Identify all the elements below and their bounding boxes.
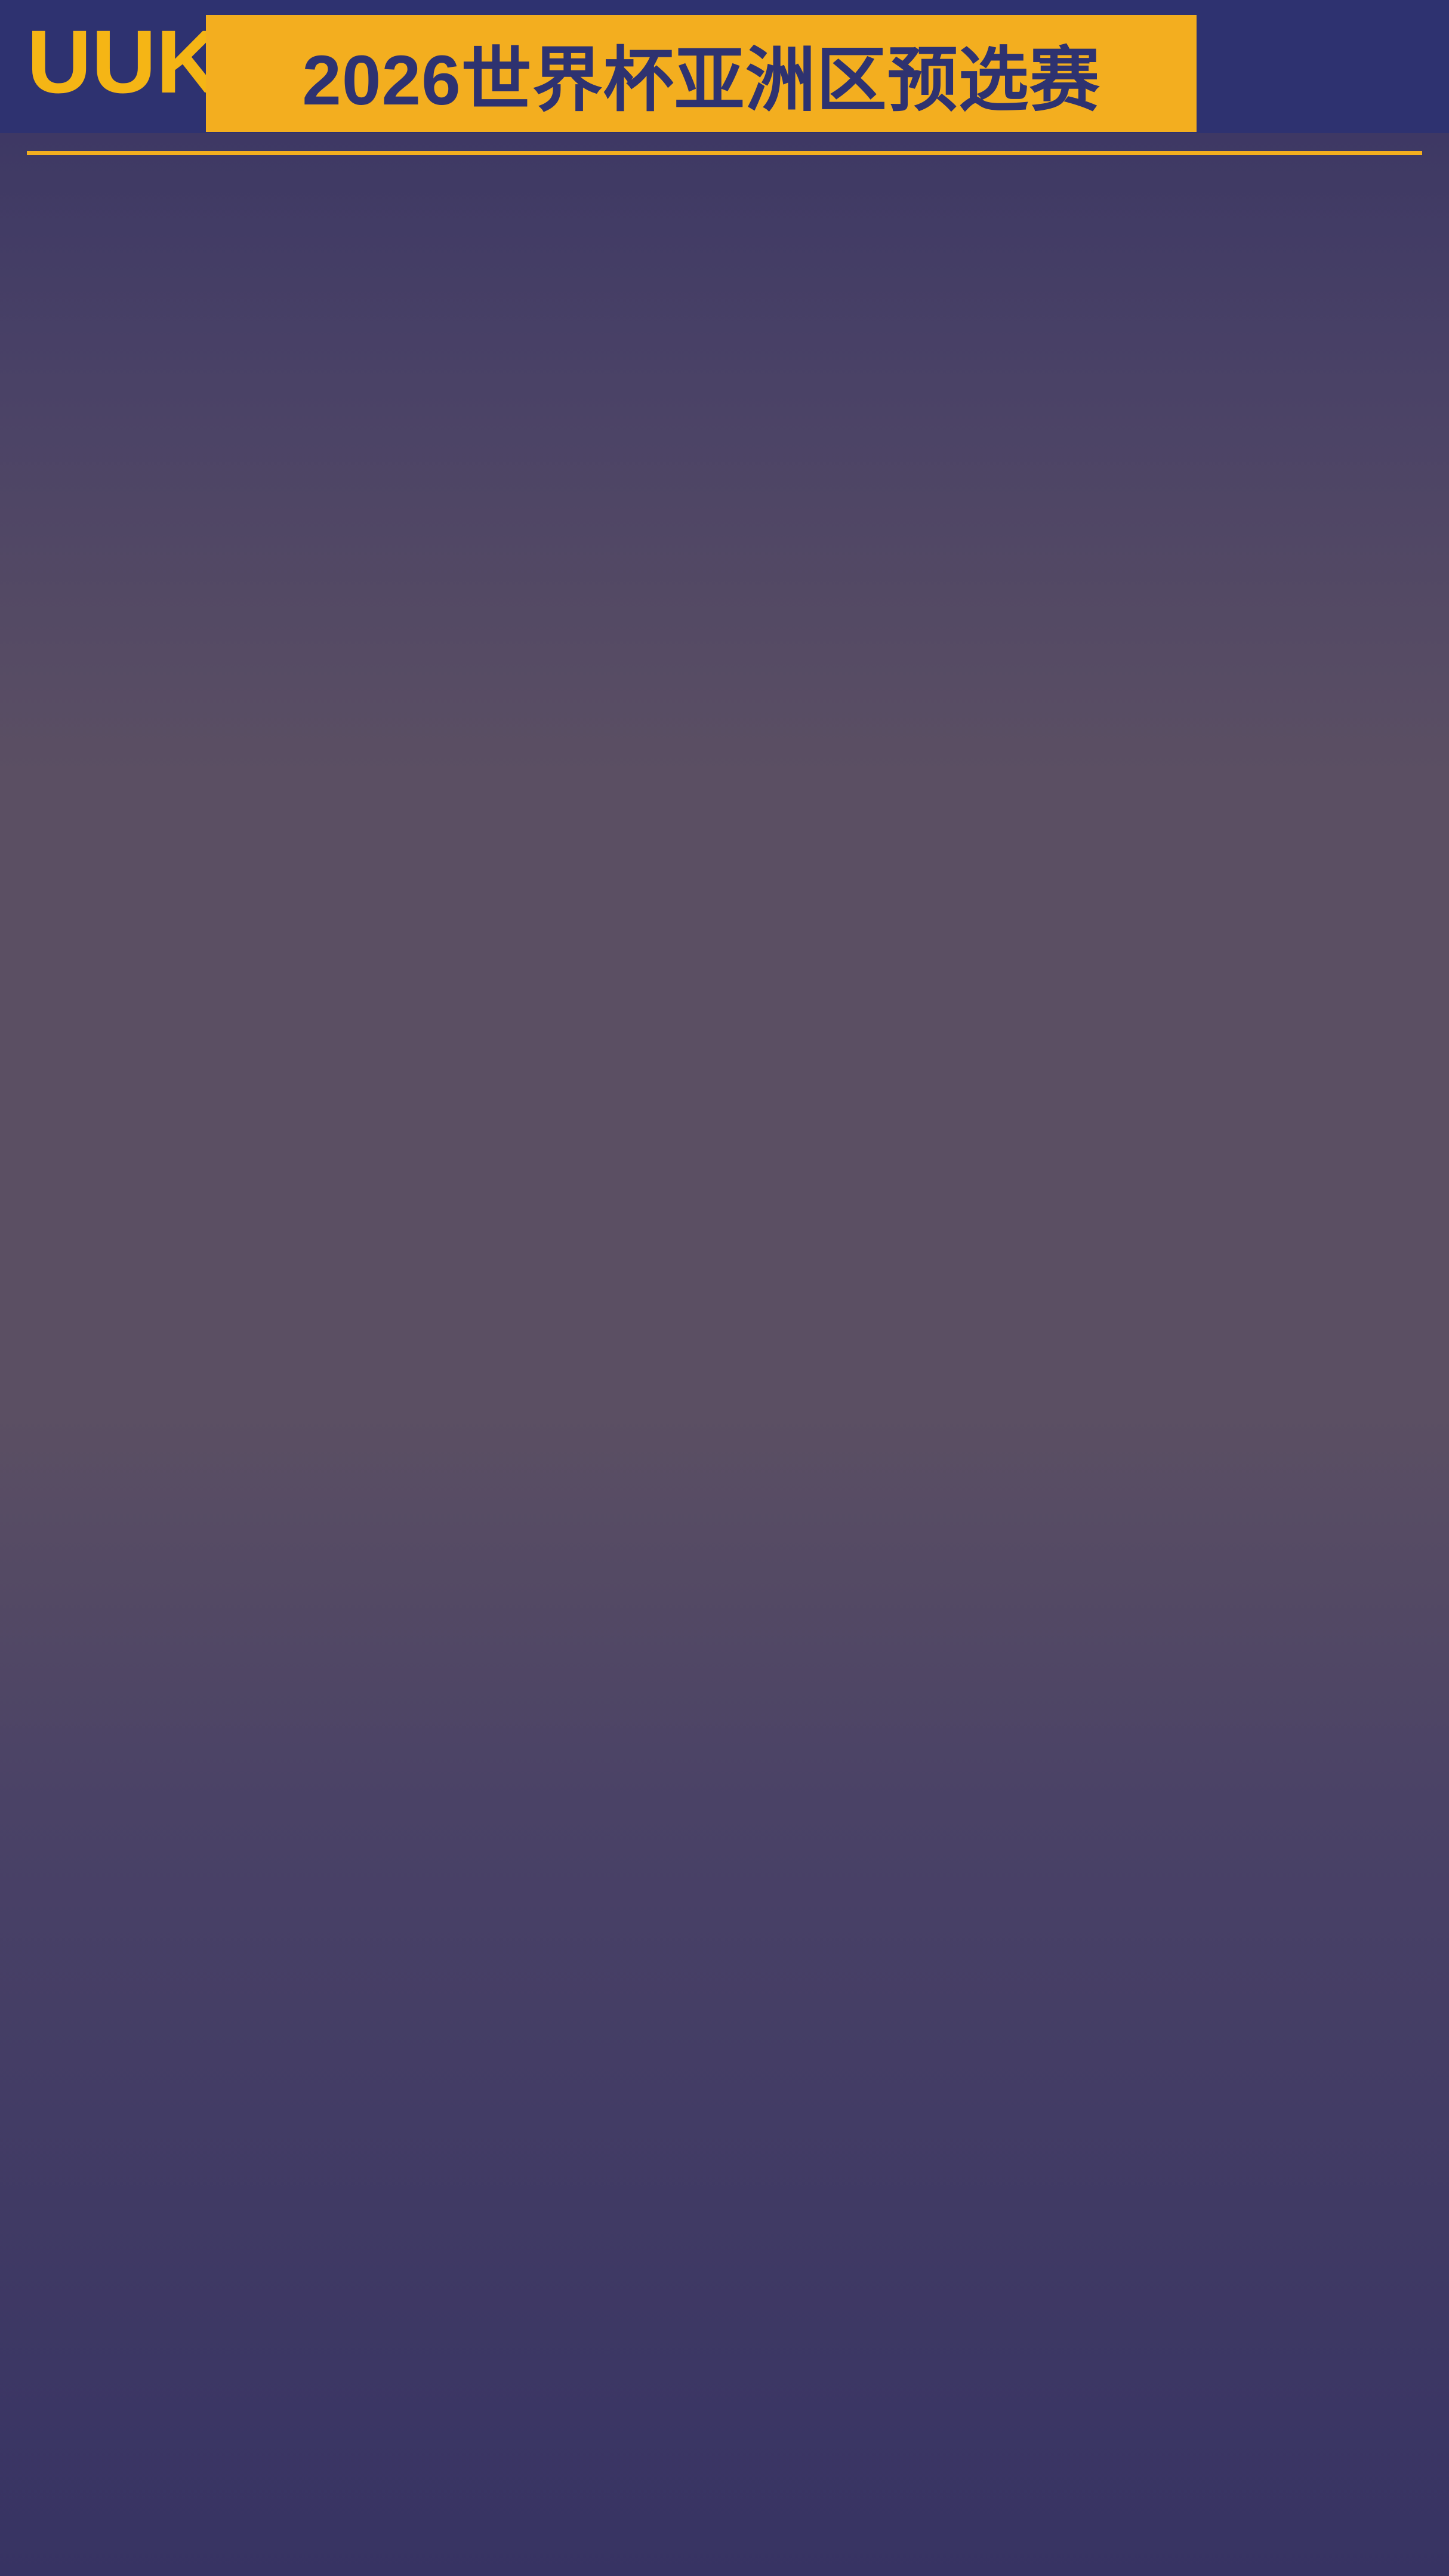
svg-text:UUK: UUK [27,11,221,112]
